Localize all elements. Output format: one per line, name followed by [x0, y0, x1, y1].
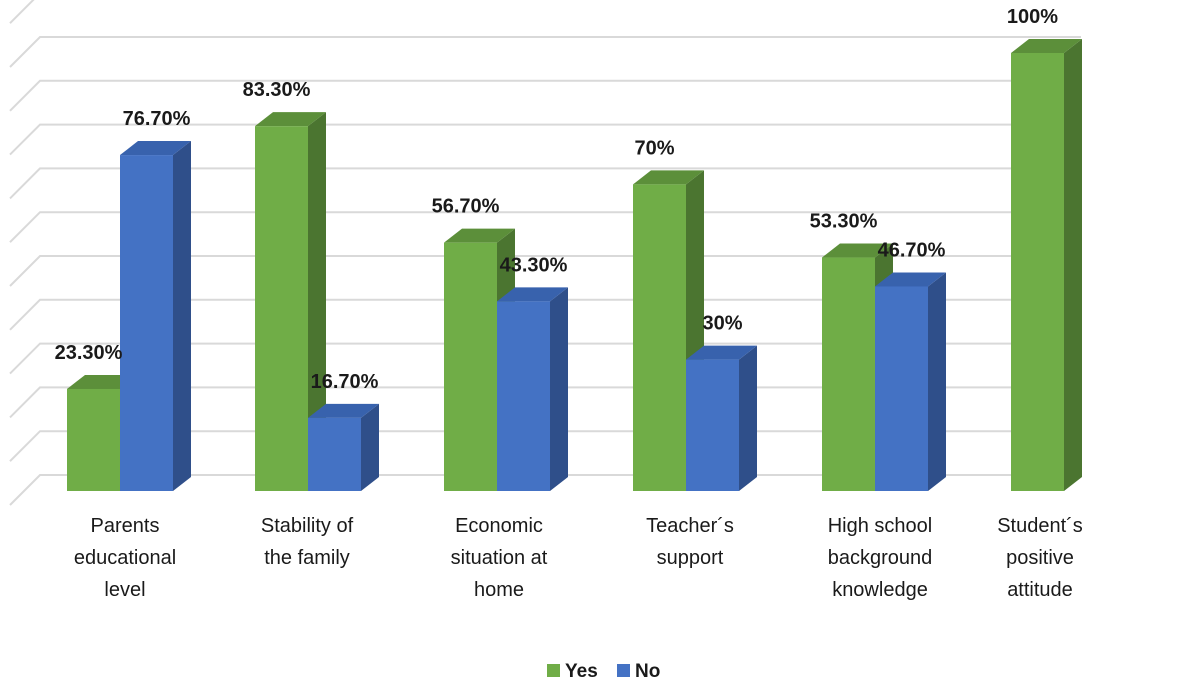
bar-no-3	[497, 287, 568, 491]
gridline	[9, 298, 1081, 331]
data-label-no-4: 30%	[702, 313, 742, 335]
data-label-yes-3: 56.70%	[432, 196, 500, 218]
legend: Yes No	[547, 661, 660, 682]
data-label-yes-1: 23.30%	[55, 342, 123, 364]
legend-label-yes: Yes	[565, 661, 598, 682]
gridline	[9, 255, 1081, 287]
data-label-no-3: 43.30%	[500, 254, 568, 276]
bars	[67, 39, 1082, 492]
data-label-no-2: 16.70%	[311, 371, 379, 393]
bar-yes-4	[633, 170, 704, 491]
category-label-3: Economic situation at home	[451, 515, 548, 601]
data-label-no-1: 76.70%	[123, 108, 191, 130]
gridlines	[9, 0, 1081, 506]
category-label-1: Parents educational level	[74, 515, 176, 601]
legend-label-no: No	[635, 661, 660, 682]
data-label-yes-4: 70%	[634, 137, 674, 159]
bar-no-1	[120, 141, 191, 491]
gridline	[9, 167, 1081, 200]
data-label-yes-6: 100%	[1007, 6, 1058, 28]
category-label-5: High school background knowledge	[828, 515, 933, 601]
bar-yes-6	[1011, 39, 1082, 491]
legend-item-no: No	[617, 661, 660, 682]
bar-no-4	[686, 345, 757, 491]
gridline	[9, 36, 1081, 68]
category-label-6: Student´s positive attitude	[997, 515, 1083, 601]
legend-item-yes: Yes	[547, 661, 598, 682]
legend-swatch-no	[617, 664, 630, 677]
bar-no-2	[308, 403, 379, 491]
bar-yes-2	[255, 112, 326, 492]
category-label-2: Stability of the family	[261, 515, 354, 569]
gridline	[9, 79, 1081, 112]
data-label-yes-5: 53.30%	[810, 211, 878, 233]
data-label-yes-2: 83.30%	[243, 79, 311, 101]
bar-no-5	[875, 272, 946, 491]
gridline	[9, 342, 1081, 375]
gridline	[9, 123, 1081, 156]
gridline	[9, 211, 1081, 243]
category-label-4: Teacher´s support	[646, 515, 734, 569]
legend-swatch-yes	[547, 664, 560, 677]
gridline	[9, 0, 35, 24]
category-labels: Parents educational level Stability of the f…	[74, 515, 1083, 601]
data-labels: 23.30% 83.30% 56.70% 70% 53.30% 100% 76.70% 16.…	[55, 6, 1059, 393]
data-label-no-5: 46.70%	[878, 239, 946, 261]
